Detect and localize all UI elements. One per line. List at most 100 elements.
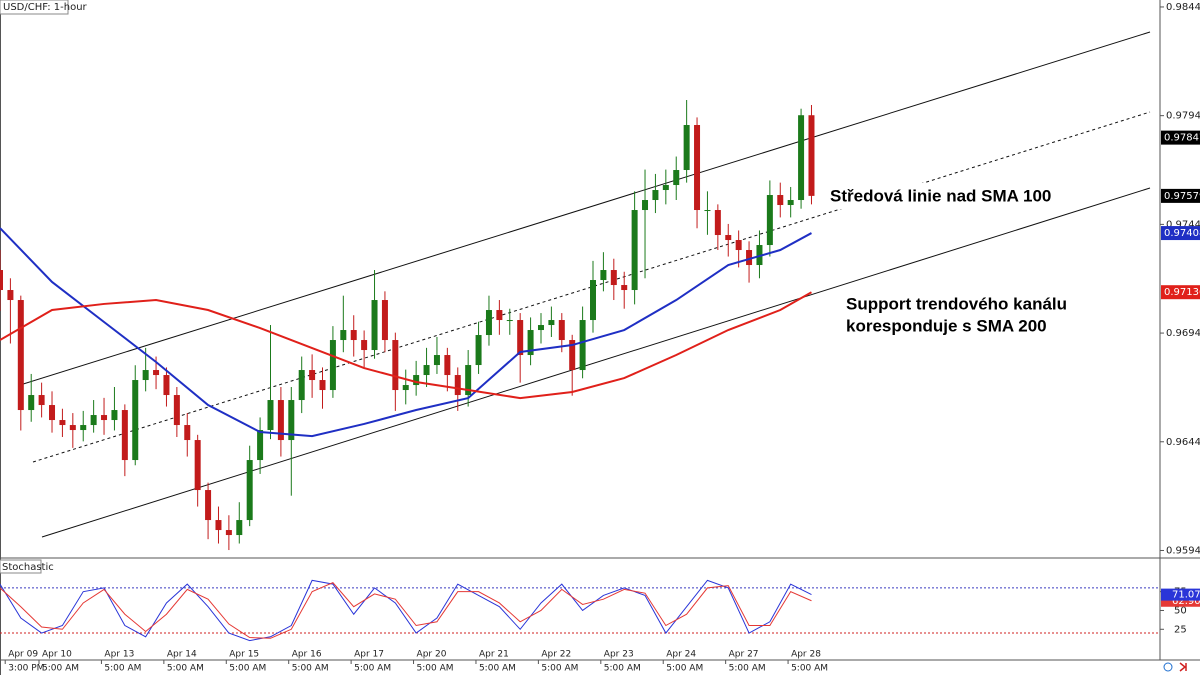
x-tick-label: Apr 15	[229, 650, 259, 660]
candle-body	[683, 125, 690, 171]
indicator-title: Stochastic	[2, 562, 54, 573]
value-label: 71.07	[1172, 590, 1200, 601]
price-plot	[0, 100, 815, 551]
x-tick-time: 5:00 AM	[229, 664, 266, 674]
candle-body	[17, 300, 24, 411]
candle-body	[163, 375, 170, 396]
x-tick-label: Apr 22	[541, 650, 571, 660]
candle-body	[0, 270, 3, 291]
x-tick-time: 5:00 AM	[167, 664, 204, 674]
candle-body	[142, 370, 149, 381]
candle-body	[725, 235, 732, 241]
candle-body	[267, 400, 274, 431]
chart-title: USD/CHF: 1-hour	[3, 2, 88, 13]
candle-body	[714, 210, 721, 236]
x-tick-label: Apr 24	[666, 650, 696, 660]
y-tick-label: 0.96948	[1166, 328, 1200, 339]
annotation: Support trendového kanálu	[846, 294, 1067, 313]
candle-body	[80, 425, 87, 431]
candle-body	[808, 115, 815, 196]
candle-body	[454, 375, 461, 396]
icon[interactable]	[1179, 662, 1187, 672]
candle-body	[527, 330, 534, 356]
candle-body	[777, 195, 784, 206]
value-label: 62.90	[1172, 596, 1200, 607]
candle-body	[590, 280, 597, 321]
x-tick-time: 3:00 PM	[8, 664, 44, 674]
annotation: Středová linie nad SMA 100	[830, 186, 1051, 205]
candle-body	[673, 170, 680, 186]
candle-body	[225, 530, 232, 536]
candle-body	[309, 370, 316, 381]
channel-lower	[41, 187, 1151, 538]
candle-body	[506, 320, 513, 322]
candle-body	[631, 210, 638, 291]
candle-body	[298, 370, 305, 401]
candle-body	[215, 520, 222, 531]
candle-body	[558, 320, 565, 341]
candle-body	[101, 415, 108, 421]
candle-body	[766, 195, 773, 246]
candle-body	[433, 355, 440, 366]
x-tick-time: 5:00 AM	[104, 664, 141, 674]
x-tick-label: Apr 17	[354, 650, 384, 660]
x-tick-label: Apr 09	[8, 650, 38, 660]
y-tick-label: 0.95948	[1166, 545, 1200, 556]
icon[interactable]	[1163, 662, 1173, 672]
x-tick-time: 5:00 AM	[604, 664, 641, 674]
price-label-box	[1161, 226, 1200, 241]
candle-body	[652, 190, 659, 201]
x-tick-time: 5:00 AM	[791, 664, 828, 674]
candle-body	[621, 285, 628, 291]
candle-body	[485, 310, 492, 336]
candle-body	[184, 425, 191, 441]
candle-body	[205, 490, 212, 521]
candle-body	[7, 290, 14, 301]
candle-body	[496, 310, 503, 321]
price-label-box	[1161, 188, 1200, 203]
price-label-box	[1161, 285, 1200, 300]
price-label-box	[1161, 130, 1200, 145]
y-tick-label: 0.97948	[1166, 111, 1200, 122]
candle-body	[600, 270, 607, 281]
x-tick-time: 5:00 AM	[479, 664, 516, 674]
annotation-bg	[828, 183, 1068, 209]
candle-body	[132, 380, 139, 461]
candle-body	[746, 250, 753, 266]
price-label: 0.97847	[1164, 133, 1200, 144]
candle-body	[423, 365, 430, 376]
candle-body	[49, 405, 56, 421]
candle-body	[392, 340, 399, 391]
price-label: 0.97579	[1164, 191, 1200, 202]
candle-body	[121, 410, 128, 461]
x-tick-time: 5:00 AM	[292, 664, 329, 674]
candle-body	[246, 460, 253, 521]
candle-body	[735, 240, 742, 251]
stochastic-line	[0, 582, 812, 639]
candle-body	[475, 335, 482, 366]
stoch-y-tick-label: 25	[1174, 624, 1187, 635]
candle-body	[579, 320, 586, 371]
candle-body	[350, 330, 357, 341]
candle-body	[517, 320, 524, 356]
x-tick-label: Apr 16	[292, 650, 322, 660]
x-tick-label: Apr 23	[604, 650, 634, 660]
candle-body	[257, 430, 264, 461]
candle-body	[413, 375, 420, 386]
x-tick-time: 5:00 AM	[541, 664, 578, 674]
candle-body	[153, 370, 160, 376]
candle-body	[38, 395, 45, 406]
x-tick-label: Apr 28	[791, 650, 821, 660]
candle-body	[111, 410, 118, 421]
candle-body	[371, 300, 378, 351]
candle-body	[319, 380, 326, 391]
candle-body	[194, 440, 201, 491]
toolbar-icons[interactable]	[1163, 662, 1187, 672]
annotation: koresponduje s SMA 200	[846, 316, 1047, 335]
price-label: 0.97408	[1164, 228, 1200, 239]
candle-body	[662, 185, 669, 191]
candle-body	[787, 200, 794, 206]
candle-body	[361, 340, 368, 351]
candle-body	[537, 325, 544, 331]
